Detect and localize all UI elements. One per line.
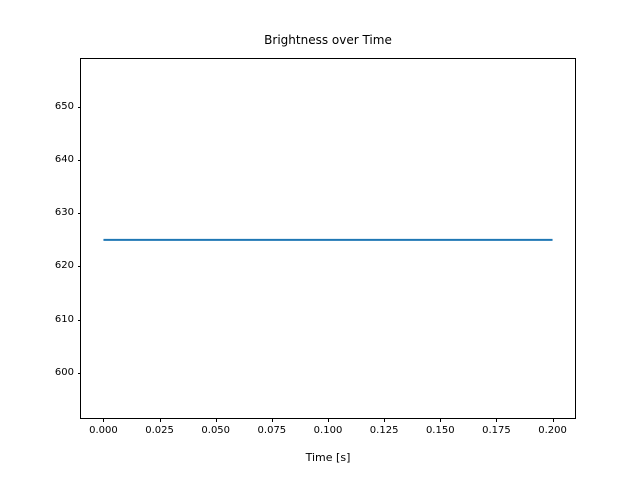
x-tick-mark <box>215 418 217 422</box>
x-tick-label: 0.200 <box>538 425 567 436</box>
x-tick-mark <box>328 418 329 422</box>
series-svg <box>103 238 553 241</box>
x-tick-label: 0.100 <box>313 425 343 436</box>
x-tick-mark <box>271 418 273 422</box>
y-tick-label: 640 <box>54 154 74 166</box>
x-tick-mark <box>552 418 554 422</box>
x-tick-mark <box>496 418 498 422</box>
y-tick-mark <box>77 213 81 215</box>
x-tick-mark <box>159 418 161 422</box>
x-tick-label: 0.050 <box>201 425 231 436</box>
x-tick-mark <box>103 418 105 422</box>
x-axis-label: Time [s] <box>305 451 351 464</box>
x-tick-label: 0.000 <box>89 425 118 436</box>
chart-title: Brightness over Time <box>264 33 392 47</box>
x-tick-label: 0.125 <box>369 425 399 436</box>
y-tick-mark <box>77 266 81 268</box>
x-tick-label: 0.075 <box>257 425 287 436</box>
y-tick-label: 600 <box>54 366 74 378</box>
y-tick-mark <box>77 319 81 321</box>
y-tick-mark <box>77 160 81 162</box>
x-tick-label: 0.175 <box>482 425 511 436</box>
x-tick-mark <box>384 418 386 422</box>
x-tick-label: 0.025 <box>145 425 174 436</box>
y-tick-label: 620 <box>54 260 74 272</box>
x-tick-mark <box>440 418 442 422</box>
y-tick-label: 650 <box>54 100 74 112</box>
y-tick-mark <box>77 372 81 374</box>
plot-area: 600 610 620 630 640 650 0.000 0.025 0.050 0.075 0… <box>55 58 576 436</box>
y-tick-label: 610 <box>54 313 74 325</box>
y-tick-mark <box>77 106 81 108</box>
series-layer <box>81 59 575 418</box>
y-tick-label: 630 <box>54 207 74 219</box>
x-tick-label: 0.150 <box>425 425 455 436</box>
y-axis-label: Brightness <box>0 0 18 94</box>
